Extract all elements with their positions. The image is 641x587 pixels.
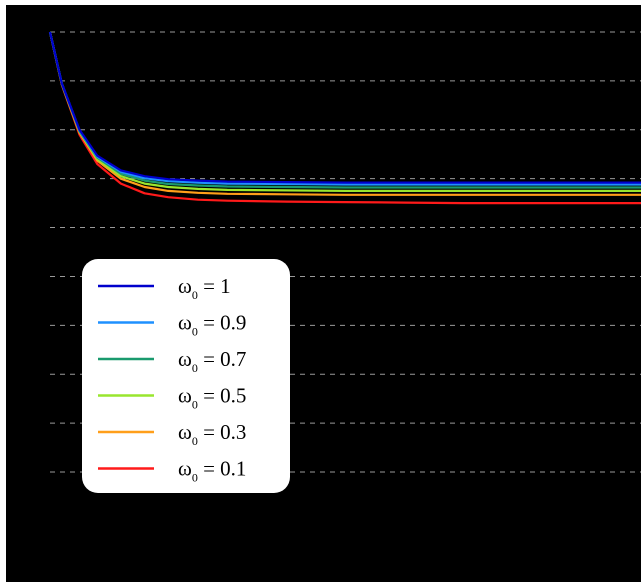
legend-label-value: = 0.7 xyxy=(198,347,247,371)
legend-label-symbol: ω xyxy=(178,457,192,481)
series-line-5 xyxy=(48,31,641,205)
line-chart: ω0 = 1ω0 = 0.9ω0 = 0.7ω0 = 0.5ω0 = 0.3ω0… xyxy=(48,31,641,493)
legend-label-2: ω0 = 0.7 xyxy=(178,347,246,375)
gridlines xyxy=(50,31,641,473)
legend-label-value: = 0.1 xyxy=(198,457,247,481)
series-line-0 xyxy=(48,31,641,184)
series-lines xyxy=(48,31,641,205)
legend-label-subscript: 0 xyxy=(192,471,198,485)
series-line-1 xyxy=(48,31,641,186)
legend-label-subscript: 0 xyxy=(192,398,198,412)
legend-label-4: ω0 = 0.3 xyxy=(178,420,246,448)
series-line-4 xyxy=(48,31,641,196)
legend-label-value: = 0.5 xyxy=(198,384,247,408)
legend-label-value: = 0.9 xyxy=(198,311,247,335)
legend-label-symbol: ω xyxy=(178,420,192,444)
legend-label-symbol: ω xyxy=(178,384,192,408)
legend-label-subscript: 0 xyxy=(192,325,198,339)
legend-label-symbol: ω xyxy=(178,311,192,335)
series-line-2 xyxy=(48,31,641,189)
legend-label-value: = 0.3 xyxy=(198,420,247,444)
legend-label-subscript: 0 xyxy=(192,361,198,375)
plot-area: ω0 = 1 ω0 = 0.9 ω0 = 0.7 ω0 = 0.5 ω0 = 0.3 ω0… xyxy=(6,5,641,582)
legend-label-symbol: ω xyxy=(178,347,192,371)
legend-label-symbol: ω xyxy=(178,274,192,298)
legend-label-value: = 1 xyxy=(198,274,231,298)
legend: ω0 = 1ω0 = 0.9ω0 = 0.7ω0 = 0.5ω0 = 0.3ω0… xyxy=(82,259,290,493)
legend-label-5: ω0 = 0.1 xyxy=(178,457,246,485)
legend-label-1: ω0 = 0.9 xyxy=(178,311,246,339)
legend-label-subscript: 0 xyxy=(192,434,198,448)
series-line-3 xyxy=(48,31,641,192)
legend-label-3: ω0 = 0.5 xyxy=(178,384,246,412)
legend-label-subscript: 0 xyxy=(192,288,198,302)
legend-box xyxy=(82,259,290,493)
legend-label-0: ω0 = 1 xyxy=(178,274,231,302)
